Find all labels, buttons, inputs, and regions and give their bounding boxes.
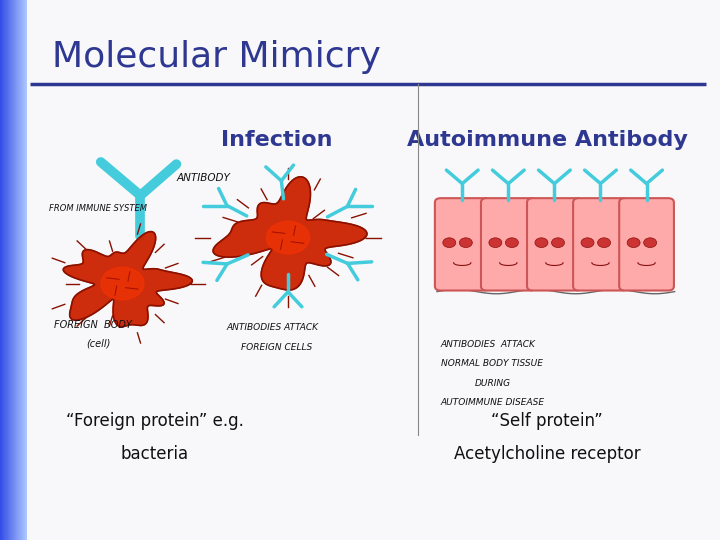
Circle shape	[581, 238, 594, 247]
FancyBboxPatch shape	[619, 198, 674, 291]
FancyBboxPatch shape	[435, 198, 490, 291]
Text: Molecular Mimicry: Molecular Mimicry	[52, 40, 381, 73]
Polygon shape	[213, 177, 367, 290]
FancyBboxPatch shape	[481, 198, 536, 291]
Text: bacteria: bacteria	[121, 444, 189, 463]
Text: “Foreign protein” e.g.: “Foreign protein” e.g.	[66, 412, 244, 430]
Circle shape	[535, 238, 548, 247]
Text: FOREIGN  BODY: FOREIGN BODY	[54, 320, 132, 330]
Polygon shape	[63, 232, 192, 327]
Text: ANTIBODY: ANTIBODY	[176, 173, 230, 183]
Circle shape	[552, 238, 564, 247]
Text: Acetylcholine receptor: Acetylcholine receptor	[454, 444, 641, 463]
Circle shape	[644, 238, 657, 247]
Text: DURING: DURING	[475, 379, 511, 388]
Text: ANTIBODIES  ATTACK: ANTIBODIES ATTACK	[441, 340, 536, 349]
FancyBboxPatch shape	[527, 198, 582, 291]
Circle shape	[266, 221, 310, 254]
Text: (cell): (cell)	[86, 339, 111, 349]
Text: ANTIBODIES ATTACK: ANTIBODIES ATTACK	[227, 323, 319, 333]
Text: AUTOIMMUNE DISEASE: AUTOIMMUNE DISEASE	[441, 398, 545, 407]
Text: Infection: Infection	[222, 130, 333, 151]
Circle shape	[443, 238, 456, 247]
Circle shape	[489, 238, 502, 247]
Text: FOREIGN CELLS: FOREIGN CELLS	[241, 343, 312, 352]
FancyBboxPatch shape	[573, 198, 628, 291]
Circle shape	[598, 238, 611, 247]
Text: Autoimmune Antibody: Autoimmune Antibody	[407, 130, 688, 151]
Circle shape	[505, 238, 518, 247]
Circle shape	[101, 267, 144, 300]
Circle shape	[459, 238, 472, 247]
Text: “Self protein”: “Self protein”	[491, 412, 603, 430]
Circle shape	[627, 238, 640, 247]
Text: NORMAL BODY TISSUE: NORMAL BODY TISSUE	[441, 359, 543, 368]
Text: FROM IMMUNE SYSTEM: FROM IMMUNE SYSTEM	[49, 204, 147, 213]
